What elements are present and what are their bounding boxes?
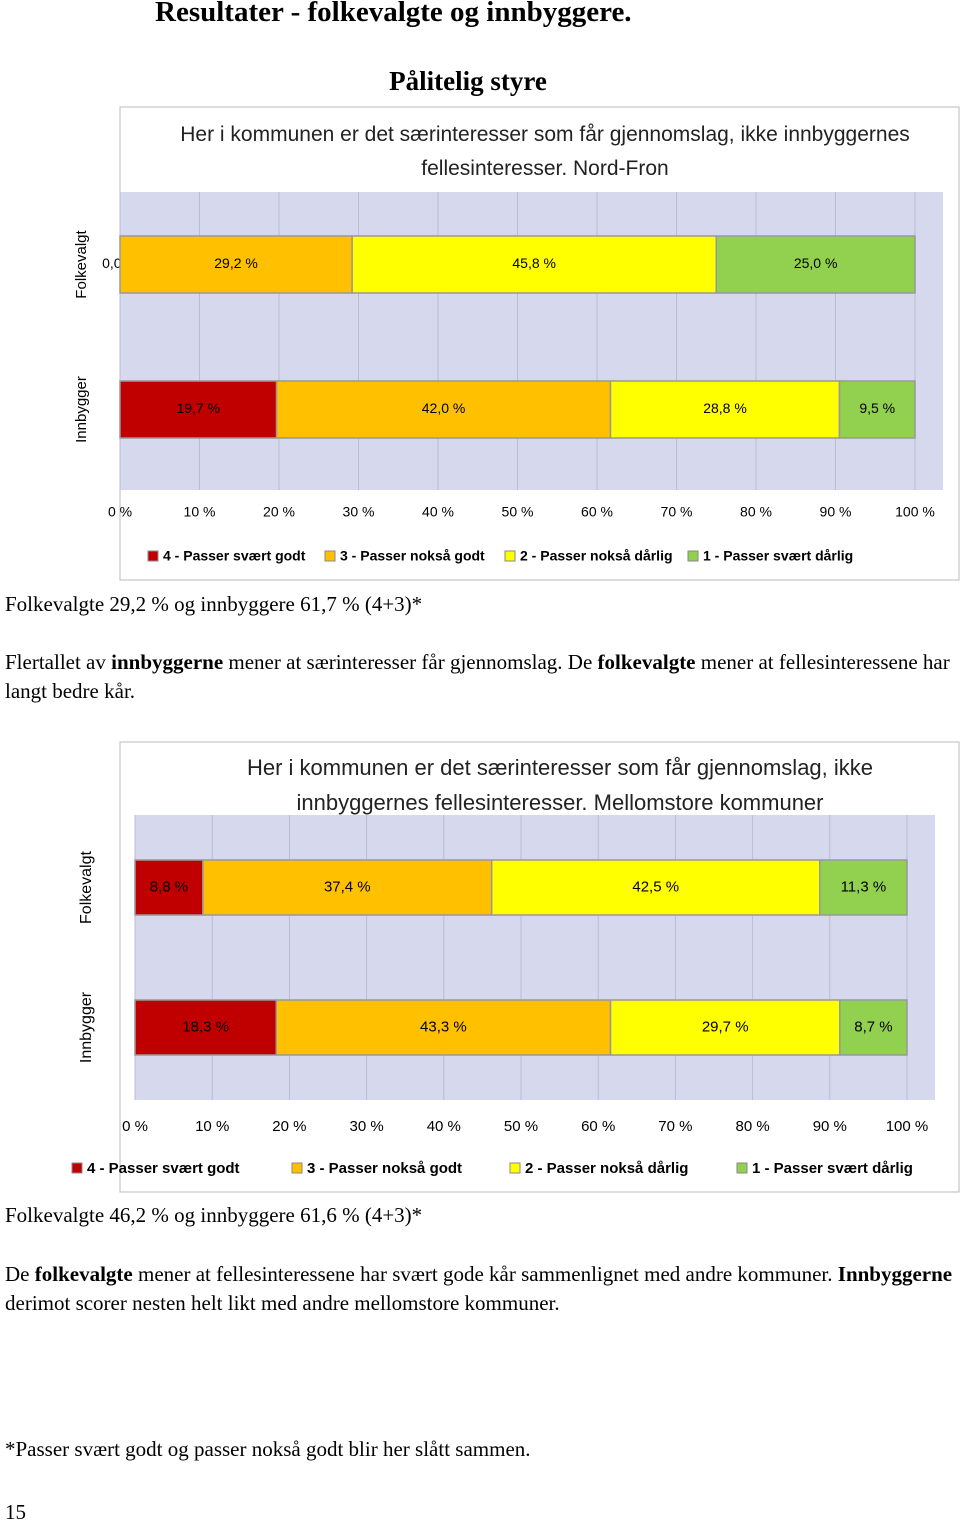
value-label: 28,8 % [703, 400, 747, 416]
category-label: Innbygger [78, 991, 95, 1063]
legend-label: 1 - Passer svært dårlig [703, 548, 853, 564]
value-label: 11,3 % [841, 878, 887, 895]
bar-segment [839, 999, 908, 1056]
bar-segment [275, 999, 612, 1056]
text: derimot scorer nesten helt likt med andr… [5, 1291, 560, 1315]
legend-label: 3 - Passer nokså godt [307, 1160, 462, 1177]
legend-swatch [509, 1162, 521, 1174]
category-label: Folkevalgt [78, 850, 95, 923]
value-label: 19,7 % [177, 400, 221, 416]
paragraph: De folkevalgte mener at fellesinteressen… [5, 1260, 955, 1318]
legend-label: 3 - Passer nokså godt [340, 548, 485, 564]
x-tick-label: 0 % [108, 504, 132, 520]
text: Flertallet av [5, 650, 112, 674]
x-tick-label: 40 % [427, 1118, 461, 1135]
x-tick-label: 20 % [272, 1118, 306, 1135]
page-title: Resultater - folkevalgte og innbyggere. [155, 0, 632, 28]
x-tick-label: 60 % [581, 504, 613, 520]
bar-segment [609, 380, 841, 439]
legend-label: 2 - Passer nokså dårlig [520, 548, 673, 564]
legend-swatch [736, 1162, 748, 1174]
x-tick-label: 90 % [820, 504, 852, 520]
text: mener at særinteresser får gjennomslag. … [223, 650, 598, 674]
x-tick-label: 100 % [895, 504, 935, 520]
x-tick-label: 10 % [195, 1118, 229, 1135]
text: De [5, 1262, 35, 1286]
bar-segment [838, 380, 916, 439]
x-tick-label: 50 % [504, 1118, 538, 1135]
value-label: 8,8 % [150, 878, 188, 895]
legend-swatch [291, 1162, 303, 1174]
value-label: 25,0 % [794, 255, 838, 271]
page-number: 15 [5, 1500, 26, 1524]
bar-segment [715, 235, 916, 294]
x-tick-label: 40 % [422, 504, 454, 520]
bar-segment [490, 859, 821, 916]
value-label: 9,5 % [859, 400, 895, 416]
legend-label: 4 - Passer svært godt [87, 1160, 240, 1177]
bar-segment [134, 859, 204, 916]
summary: Folkevalgte 46,2 % og innbyggere 61,6 % … [5, 1203, 423, 1227]
bar-segment [119, 380, 278, 439]
paragraph: Flertallet av innbyggerne mener at særin… [5, 648, 955, 706]
value-label: 45,8 % [512, 255, 556, 271]
bar-segment [609, 999, 841, 1056]
chart-frame [119, 741, 960, 1193]
footnote: *Passer svært godt og passer nokså godt … [5, 1437, 531, 1461]
legend-label: 4 - Passer svært godt [163, 548, 306, 564]
x-tick-label: 0 % [122, 1118, 148, 1135]
x-tick-label: 60 % [581, 1118, 615, 1135]
x-tick-label: 30 % [349, 1118, 383, 1135]
value-label: 43,3 % [420, 1018, 467, 1035]
x-tick-label: 70 % [661, 504, 693, 520]
legend-swatch [71, 1162, 83, 1174]
value-label: 8,7 % [854, 1018, 892, 1035]
value-label: 29,7 % [702, 1018, 749, 1035]
chart-title: Her i kommunen er det særinteresser som … [246, 755, 874, 816]
plot-area [135, 815, 935, 1100]
bold-text: folkevalgte [597, 650, 696, 674]
category-label: Innbygger [73, 376, 90, 443]
category-label: Folkevalgt [73, 229, 90, 298]
bar-segment [819, 859, 908, 916]
x-tick-label: 80 % [740, 504, 772, 520]
value-label: 42,5 % [632, 878, 679, 895]
bold-text: innbyggerne [111, 650, 224, 674]
x-tick-label: 50 % [502, 504, 534, 520]
chart-title: Her i kommunen er det særinteresser som … [180, 123, 910, 180]
legend-swatch [324, 550, 336, 562]
x-tick-label: 100 % [886, 1118, 929, 1135]
bar-segment [119, 235, 353, 294]
summary: Folkevalgte 29,2 % og innbyggere 61,7 % … [5, 592, 423, 616]
legend-label: 2 - Passer nokså dårlig [525, 1160, 688, 1177]
value-label: 42,0 % [422, 400, 466, 416]
x-tick-label: 10 % [184, 504, 216, 520]
x-tick-label: 30 % [343, 504, 375, 520]
legend-swatch [687, 550, 699, 562]
legend-swatch [504, 550, 516, 562]
value-label: 29,2 % [214, 255, 258, 271]
legend-swatch [147, 550, 159, 562]
value-label: 18,3 % [182, 1018, 229, 1035]
bar-segment [202, 859, 493, 916]
x-tick-label: 70 % [658, 1118, 692, 1135]
legend-label: 1 - Passer svært dårlig [752, 1160, 913, 1177]
bold-text: folkevalgte [34, 1262, 133, 1286]
x-tick-label: 90 % [813, 1118, 847, 1135]
bar-segment [351, 235, 717, 294]
value-label: 37,4 % [324, 878, 371, 895]
text: mener at fellesinteressene har langt bed… [5, 650, 950, 703]
bar-segment [275, 380, 612, 439]
text: mener at fellesinteressene har svært god… [132, 1262, 838, 1286]
section-title: Pålitelig styre [389, 66, 547, 96]
x-tick-label: 20 % [263, 504, 295, 520]
bold-text: Innbyggerne [837, 1262, 953, 1286]
x-tick-label: 80 % [735, 1118, 769, 1135]
